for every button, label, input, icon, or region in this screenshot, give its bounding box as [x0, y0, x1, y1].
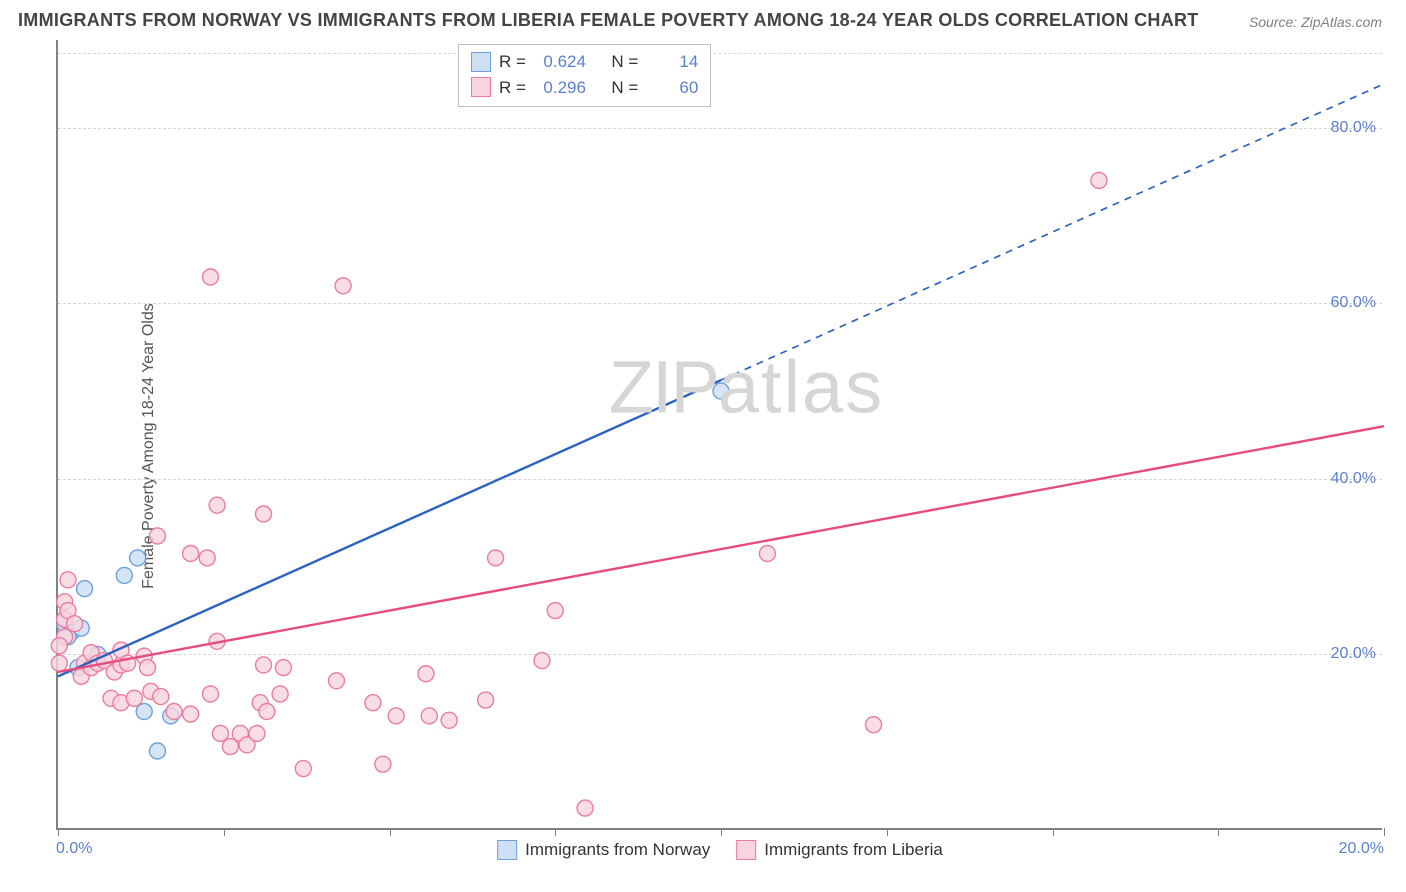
legend-swatch: [471, 77, 491, 97]
data-point: [335, 278, 351, 294]
stat-r-value: 0.296: [534, 75, 586, 101]
x-tick: [1053, 828, 1054, 836]
legend-stat-row: R = 0.624 N = 14: [471, 49, 698, 75]
x-tick: [1218, 828, 1219, 836]
legend-label: Immigrants from Norway: [525, 840, 710, 860]
data-point: [272, 686, 288, 702]
data-point: [1091, 172, 1107, 188]
legend-stats: R = 0.624 N = 14 R = 0.296 N = 60: [458, 44, 711, 107]
data-point: [488, 550, 504, 566]
chart-title: IMMIGRANTS FROM NORWAY VS IMMIGRANTS FRO…: [18, 10, 1199, 31]
data-point: [275, 660, 291, 676]
data-point: [166, 704, 182, 720]
stat-r-label: R =: [499, 75, 526, 101]
data-point: [421, 708, 437, 724]
data-point: [51, 638, 67, 654]
x-tick: [555, 828, 556, 836]
data-point: [202, 269, 218, 285]
data-point: [60, 572, 76, 588]
source-label: Source: ZipAtlas.com: [1249, 14, 1382, 30]
plot-area: 20.0%40.0%60.0%80.0% ZIPatlas R =0.624 N…: [56, 40, 1382, 830]
data-point: [202, 686, 218, 702]
plot-svg: [58, 40, 1382, 828]
data-point: [256, 657, 272, 673]
trend-line: [58, 426, 1384, 672]
legend-item: Immigrants from Liberia: [736, 840, 943, 860]
data-point: [418, 666, 434, 682]
data-point: [478, 692, 494, 708]
stat-n-value: 14: [646, 49, 698, 75]
x-tick: [1384, 828, 1385, 836]
data-point: [126, 690, 142, 706]
data-point: [116, 567, 132, 583]
x-tick: [224, 828, 225, 836]
data-point: [222, 739, 238, 755]
data-point: [67, 616, 83, 632]
data-point: [713, 383, 729, 399]
trend-line-extrapolated: [721, 84, 1384, 380]
stat-r-label: R =: [499, 49, 526, 75]
legend-swatch: [736, 840, 756, 860]
data-point: [547, 603, 563, 619]
data-point: [183, 546, 199, 562]
legend-stat-row: R = 0.296 N = 60: [471, 75, 698, 101]
stat-n-label: N =: [611, 75, 638, 101]
x-tick: [887, 828, 888, 836]
legend-label: Immigrants from Liberia: [764, 840, 943, 860]
x-tick-label-max: 20.0%: [1339, 840, 1384, 858]
data-point: [77, 581, 93, 597]
data-point: [51, 655, 67, 671]
data-point: [199, 550, 215, 566]
data-point: [140, 660, 156, 676]
legend-item: Immigrants from Norway: [497, 840, 710, 860]
legend-swatch: [497, 840, 517, 860]
data-point: [365, 695, 381, 711]
stat-n-value: 60: [646, 75, 698, 101]
data-point: [149, 743, 165, 759]
data-point: [865, 717, 881, 733]
data-point: [212, 725, 228, 741]
data-point: [534, 653, 550, 669]
x-tick-label-min: 0.0%: [56, 840, 92, 858]
data-point: [441, 712, 457, 728]
data-point: [209, 497, 225, 513]
legend-series: Immigrants from Norway Immigrants from Li…: [497, 840, 943, 860]
x-tick: [721, 828, 722, 836]
data-point: [183, 706, 199, 722]
data-point: [259, 704, 275, 720]
data-point: [328, 673, 344, 689]
data-point: [153, 689, 169, 705]
data-point: [295, 761, 311, 777]
stat-r-value: 0.624: [534, 49, 586, 75]
data-point: [130, 550, 146, 566]
data-point: [256, 506, 272, 522]
data-point: [375, 756, 391, 772]
data-point: [759, 546, 775, 562]
x-tick: [58, 828, 59, 836]
data-point: [136, 704, 152, 720]
data-point: [577, 800, 593, 816]
legend-swatch: [471, 52, 491, 72]
data-point: [388, 708, 404, 724]
data-point: [149, 528, 165, 544]
x-tick: [390, 828, 391, 836]
stat-n-label: N =: [611, 49, 638, 75]
data-point: [249, 725, 265, 741]
